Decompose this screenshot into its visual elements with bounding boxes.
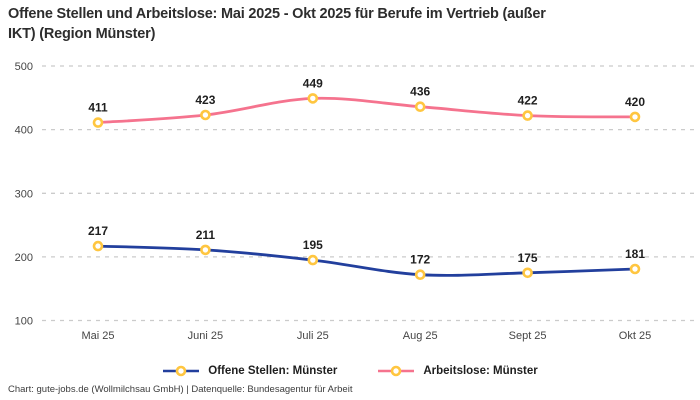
legend-swatch-line-marker-icon [378, 365, 415, 377]
chart-title-line1: Offene Stellen und Arbeitslose: Mai 2025… [8, 6, 546, 22]
legend-item-offene-stellen: Offene Stellen: Münster [162, 364, 337, 378]
data-point-label: 423 [195, 93, 215, 107]
source-attribution: Chart: gute-jobs.de (Wollmilchsau GmbH) … [8, 384, 353, 395]
data-point-label: 449 [303, 76, 323, 90]
data-point-label: 420 [625, 95, 645, 109]
data-point-marker [200, 244, 211, 256]
y-tick-label: 500 [15, 61, 33, 73]
x-tick-label: Aug 25 [403, 330, 438, 342]
data-point-label: 172 [410, 253, 430, 267]
data-point-marker [92, 117, 104, 128]
x-tick-label: Juli 25 [297, 330, 329, 342]
x-tick-label: Okt 25 [619, 330, 651, 342]
x-tick-label: Mai 25 [81, 330, 114, 342]
legend-label: Offene Stellen: Münster [208, 365, 338, 377]
data-point-label: 436 [410, 85, 430, 99]
data-point-label: 217 [88, 224, 108, 238]
data-point-marker [629, 111, 641, 123]
y-tick-label: 300 [15, 188, 33, 200]
data-point-marker [92, 240, 104, 252]
y-tick-label: 200 [15, 252, 33, 264]
x-tick-label: Sept 25 [509, 330, 547, 342]
data-point-marker [629, 263, 641, 275]
data-point-marker [307, 93, 319, 104]
legend-label: Arbeitslose: Münster [423, 365, 538, 377]
data-point-label: 195 [303, 238, 323, 252]
x-tick-label: Juni 25 [188, 330, 223, 342]
data-point-label: 175 [518, 251, 538, 265]
data-point-marker [414, 101, 426, 112]
legend-swatch-line-marker-icon [163, 365, 200, 377]
data-point-label: 181 [625, 247, 645, 261]
chart-title: Offene Stellen und Arbeitslose: Mai 2025… [8, 4, 668, 44]
chart-legend: Offene Stellen: Münster Arbeitslose: Mün… [0, 361, 700, 381]
data-point-marker [414, 269, 426, 281]
y-tick-label: 100 [15, 316, 33, 328]
series-line [96, 96, 637, 124]
data-point-label: 211 [196, 228, 216, 242]
data-point-label: 411 [88, 101, 108, 115]
y-tick-label: 400 [15, 125, 33, 137]
data-point-marker [522, 110, 533, 121]
data-point-marker [522, 267, 533, 279]
chart-title-line2: IKT) (Region Münster) [8, 26, 156, 42]
legend-item-arbeitslose: Arbeitslose: Münster [377, 364, 538, 378]
data-point-label: 422 [518, 94, 538, 108]
data-point-marker [200, 109, 211, 121]
data-point-marker [307, 254, 319, 266]
series-line [96, 244, 637, 277]
